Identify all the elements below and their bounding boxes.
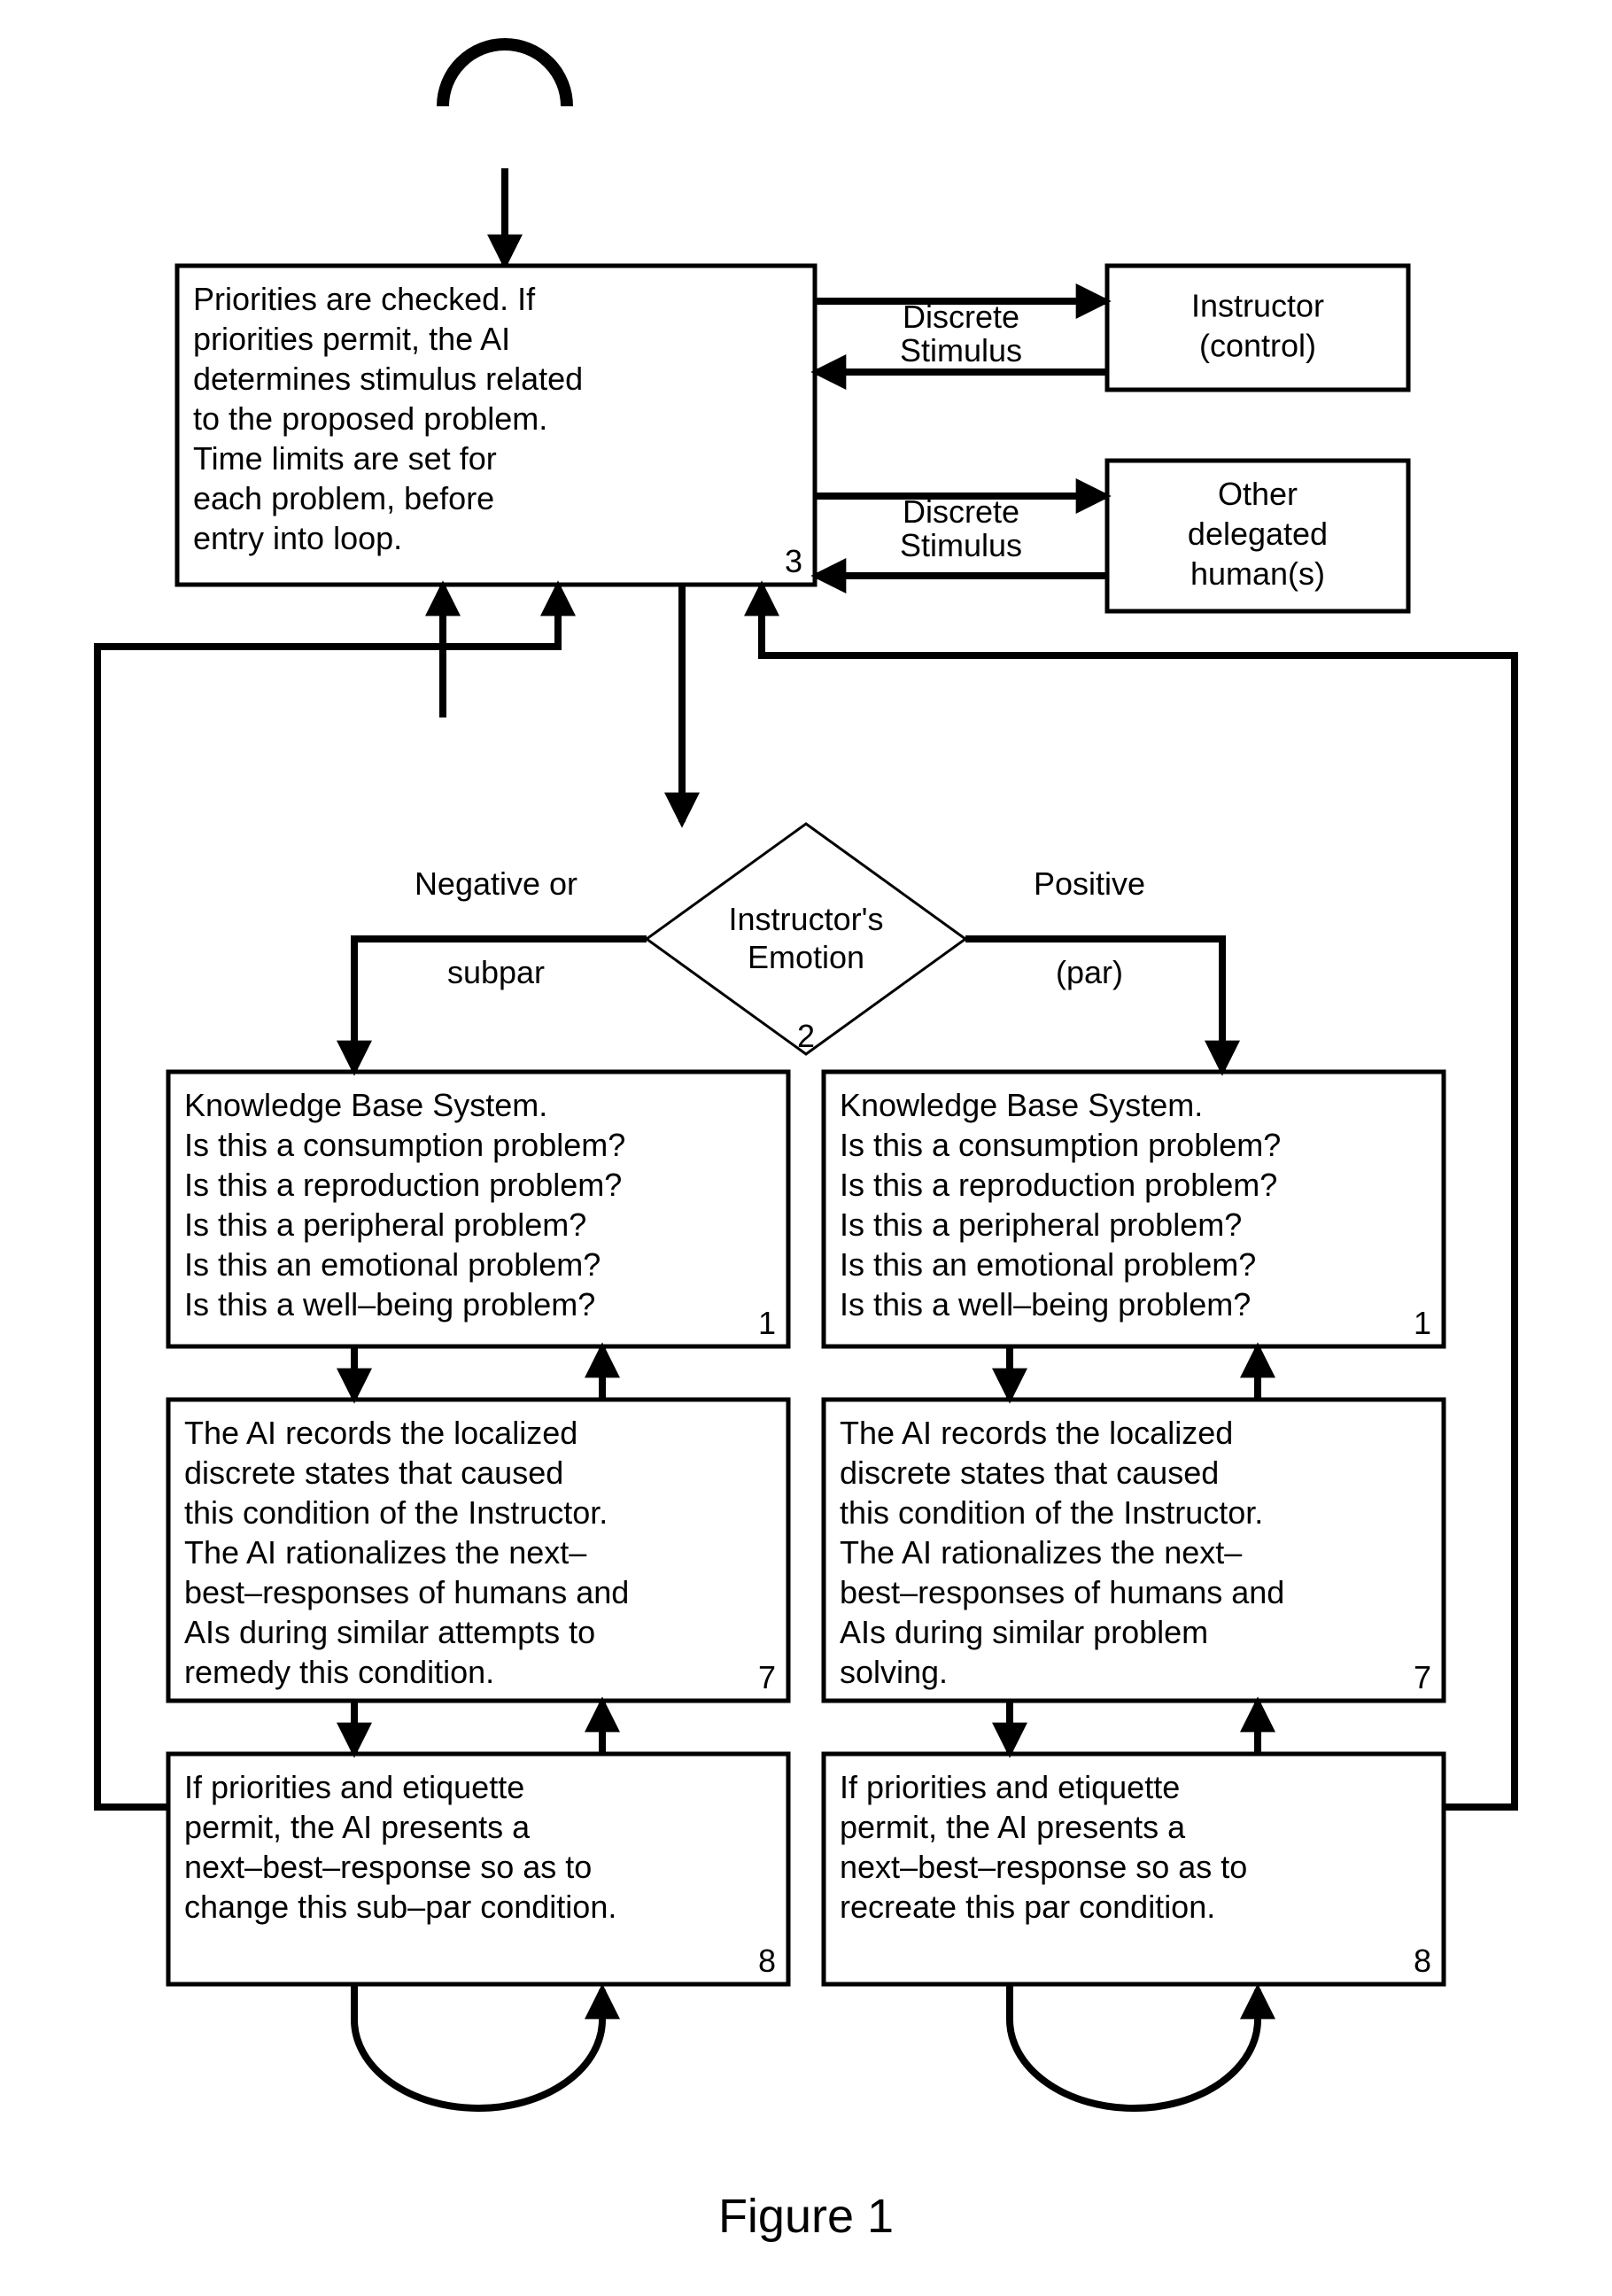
stim2-l2: Stimulus	[900, 527, 1022, 563]
delegated-box-line: Other	[1218, 476, 1298, 512]
node-3-line: priorities permit, the AI	[193, 321, 510, 357]
decision-line: Emotion	[748, 939, 864, 975]
left-1-line: Is this an emotional problem?	[184, 1246, 601, 1283]
right-1-line: Knowledge Base System.	[840, 1087, 1203, 1123]
left-8-num: 8	[758, 1943, 776, 1979]
left-8-line: next–best–response so as to	[184, 1849, 592, 1885]
branch-right-1: Positive	[1034, 865, 1145, 902]
instructor-box-line: (control)	[1199, 327, 1316, 363]
left-7-line: AIs during similar attempts to	[184, 1614, 595, 1650]
figure-caption: Figure 1	[718, 2190, 894, 2243]
right-8-line: permit, the AI presents a	[840, 1809, 1186, 1845]
delegated-box-line: delegated	[1188, 516, 1328, 552]
branch-left-1: Negative or	[415, 865, 577, 902]
instructor-box-line: Instructor	[1191, 287, 1324, 323]
right-8-line: next–best–response so as to	[840, 1849, 1247, 1885]
right-7-line: The AI records the localized	[840, 1415, 1233, 1451]
left-7-line: The AI rationalizes the next–	[184, 1534, 586, 1571]
left-7-num: 7	[758, 1659, 776, 1695]
left-1-line: Is this a peripheral problem?	[184, 1206, 586, 1243]
flowchart-canvas: Priorities are checked. If priorities per…	[0, 0, 1612, 2296]
node-3-line: to the proposed problem.	[193, 400, 547, 437]
stim2-l1: Discrete	[903, 493, 1019, 530]
node-3-line: each problem, before	[193, 480, 494, 516]
left-1-num: 1	[758, 1305, 776, 1341]
stim1-l1: Discrete	[903, 299, 1019, 335]
right-1-line: Is this a well–being problem?	[840, 1286, 1251, 1323]
left-1-line: Knowledge Base System.	[184, 1087, 547, 1123]
left-1-line: Is this a well–being problem?	[184, 1286, 595, 1323]
right-7-num: 7	[1414, 1659, 1431, 1695]
left8-selfloop	[354, 1984, 602, 2108]
stim1-l2: Stimulus	[900, 332, 1022, 368]
left-7-line: The AI records the localized	[184, 1415, 577, 1451]
decision-line: Instructor's	[729, 901, 884, 937]
left-8-line: If priorities and etiquette	[184, 1769, 524, 1805]
left-7-line: best–responses of humans and	[184, 1574, 629, 1610]
left-7-line: remedy this condition.	[184, 1654, 494, 1690]
node-3-line: Priorities are checked. If	[193, 281, 536, 317]
right-1-line: Is this a reproduction problem?	[840, 1167, 1277, 1203]
right-8-line: recreate this par condition.	[840, 1889, 1215, 1925]
right8-selfloop	[1010, 1984, 1258, 2108]
node-3-line: entry into loop.	[193, 520, 402, 556]
left-1-line: Is this a consumption problem?	[184, 1127, 625, 1163]
node-3-num: 3	[785, 543, 802, 579]
left-1-line: Is this a reproduction problem?	[184, 1167, 622, 1203]
node-3-line: Time limits are set for	[193, 440, 497, 477]
branch-right-2: (par)	[1056, 954, 1123, 990]
right-7-line: best–responses of humans and	[840, 1574, 1284, 1610]
left-8-line: permit, the AI presents a	[184, 1809, 531, 1845]
left-8-line: change this sub–par condition.	[184, 1889, 616, 1925]
right-1-line: Is this a consumption problem?	[840, 1127, 1281, 1163]
right-7-line: this condition of the Instructor.	[840, 1494, 1263, 1531]
delegated-box-line: human(s)	[1190, 555, 1325, 592]
right-7-line: AIs during similar problem	[840, 1614, 1208, 1650]
right-1-line: Is this a peripheral problem?	[840, 1206, 1242, 1243]
right-8-line: If priorities and etiquette	[840, 1769, 1180, 1805]
left-7-line: discrete states that caused	[184, 1454, 563, 1491]
entry-hook	[443, 44, 567, 106]
right-7-line: solving.	[840, 1654, 948, 1690]
right-1-num: 1	[1414, 1305, 1431, 1341]
right-1-line: Is this an emotional problem?	[840, 1246, 1256, 1283]
right-8-num: 8	[1414, 1943, 1431, 1979]
branch-left-2: subpar	[447, 954, 545, 990]
node-3-line: determines stimulus related	[193, 361, 583, 397]
left-7-line: this condition of the Instructor.	[184, 1494, 608, 1531]
right-7-line: The AI rationalizes the next–	[840, 1534, 1242, 1571]
decision-num: 2	[797, 1018, 815, 1054]
right-7-line: discrete states that caused	[840, 1454, 1219, 1491]
